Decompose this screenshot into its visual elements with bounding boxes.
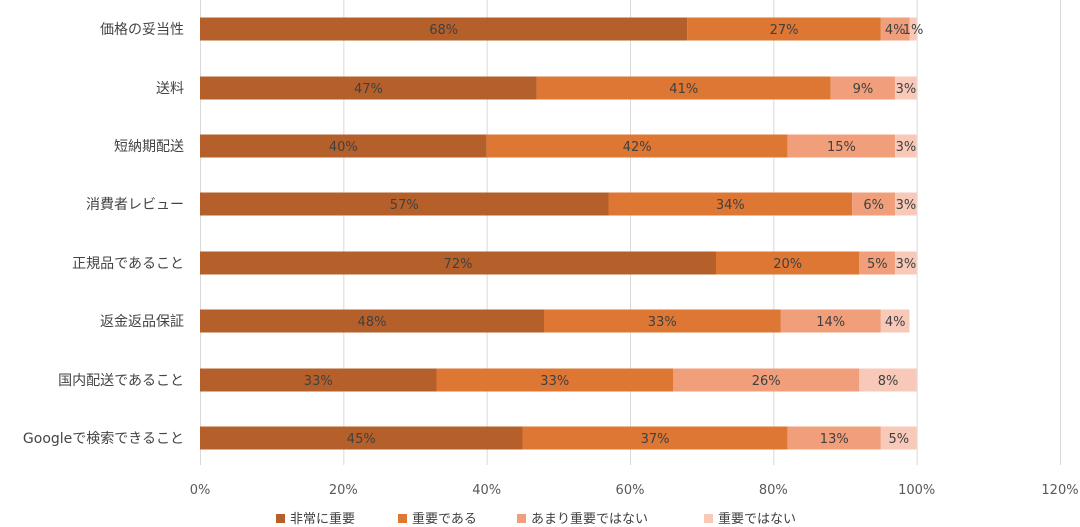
bar-segment (895, 192, 917, 216)
bar-segment (895, 251, 917, 275)
bar-segment (687, 17, 881, 41)
category-label: 価格の妥当性 (100, 22, 184, 38)
data-label: 5% (888, 432, 909, 447)
legend: 非常に重要 重要である あまり重要ではない 重要ではない (276, 511, 796, 527)
data-label: 14% (816, 315, 845, 330)
data-label: 3% (896, 198, 917, 213)
data-label: 47% (354, 82, 383, 97)
bar-segment (780, 309, 881, 333)
bar-segment (787, 426, 881, 450)
x-tick-label: 0% (190, 483, 211, 498)
data-label: 6% (863, 198, 884, 213)
data-label: 37% (641, 432, 670, 447)
bar-segment (608, 192, 853, 216)
category-label: 返金返品保証 (100, 314, 184, 330)
legend-swatch (398, 514, 407, 523)
data-label: 40% (329, 140, 358, 155)
bar-segment (522, 426, 788, 450)
bar-segment (880, 309, 910, 333)
bar-segment (200, 76, 537, 100)
bar-segment (673, 368, 860, 392)
data-label: 42% (623, 140, 652, 155)
x-tick-label: 60% (616, 483, 645, 498)
bar-segment (859, 368, 917, 392)
data-labels: 68% 27% 4%1%47% 41% 9% 3%40% 42% 15% 3%57% 34% 6% 3… (304, 23, 924, 447)
data-label: 1% (903, 23, 924, 38)
x-tick-label: 100% (898, 483, 935, 498)
category-label: 送料 (156, 81, 184, 97)
bar-segment (200, 368, 437, 392)
data-label: 3% (896, 82, 917, 97)
bar-segment (787, 134, 896, 158)
bar-segment (536, 76, 831, 100)
legend-label: 非常に重要 (290, 511, 355, 527)
legend-swatch (517, 514, 526, 523)
legend-swatch (704, 514, 713, 523)
data-label: 9% (853, 82, 874, 97)
data-label: 57% (390, 198, 419, 213)
bar-segment (852, 192, 896, 216)
category-axis: 価格の妥当性送料短納期配送消費者レビュー正規品であること返金返品保証国内配送であ… (23, 22, 184, 447)
data-label: 34% (716, 198, 745, 213)
data-label: 33% (304, 374, 333, 389)
bar-segment (895, 134, 917, 158)
legend-label: 重要ではない (718, 511, 796, 527)
data-label: 4% (885, 315, 906, 330)
bar-segment (544, 309, 781, 333)
bar-segment (486, 134, 788, 158)
legend-swatch (276, 514, 285, 523)
data-label: 68% (429, 23, 458, 38)
x-tick-label: 120% (1041, 483, 1078, 498)
data-label: 48% (358, 315, 387, 330)
x-tick-label: 40% (472, 483, 501, 498)
data-label: 26% (752, 374, 781, 389)
gridlines (200, 0, 1061, 465)
data-label: 3% (896, 140, 917, 155)
category-label: 短納期配送 (114, 139, 184, 155)
bar-segment (880, 17, 910, 41)
bar-segment (830, 76, 896, 100)
data-label: 8% (878, 374, 899, 389)
bar-segment (909, 17, 917, 41)
category-label: 正規品であること (72, 256, 184, 272)
data-label: 33% (648, 315, 677, 330)
bar-segment (200, 309, 544, 333)
bars (200, 17, 917, 450)
data-label: 41% (669, 82, 698, 97)
value-axis: 0% 20% 40% 60% 80% 100% 120% (190, 483, 1079, 498)
bar-segment (200, 17, 688, 41)
data-label: 3% (896, 257, 917, 272)
bar-segment (859, 251, 896, 275)
data-label: 72% (444, 257, 473, 272)
bar-segment (200, 134, 487, 158)
bar-segment (436, 368, 673, 392)
x-tick-label: 20% (329, 483, 358, 498)
legend-label: あまり重要ではない (531, 511, 648, 527)
bar-segment (716, 251, 860, 275)
data-label: 4% (885, 23, 906, 38)
category-label: 国内配送であること (58, 373, 184, 389)
category-label: Googleで検索できること (23, 430, 184, 447)
bar-segment (895, 76, 917, 100)
bar-segment (200, 426, 523, 450)
data-label: 15% (827, 140, 856, 155)
data-label: 45% (347, 432, 376, 447)
legend-label: 重要である (412, 511, 477, 527)
data-label: 5% (867, 257, 888, 272)
bar-segment (200, 192, 609, 216)
data-label: 33% (540, 374, 569, 389)
bar-segment (880, 426, 917, 450)
x-tick-label: 80% (759, 483, 788, 498)
data-label: 13% (820, 432, 849, 447)
bar-segment (200, 251, 716, 275)
category-label: 消費者レビュー (86, 197, 184, 213)
data-label: 27% (770, 23, 799, 38)
data-label: 20% (773, 257, 802, 272)
